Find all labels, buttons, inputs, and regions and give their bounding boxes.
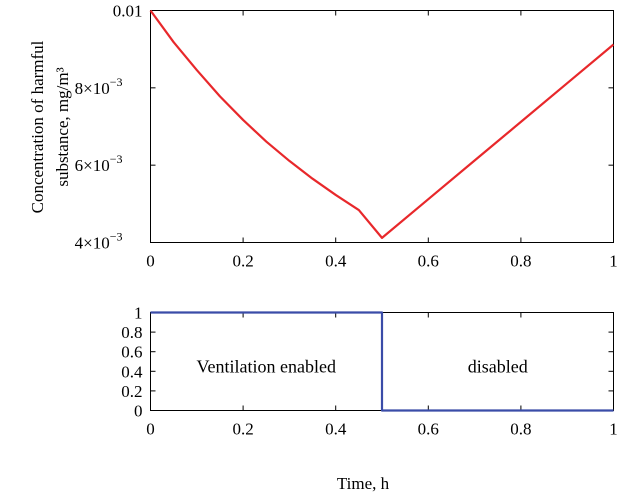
top-plot-frame <box>150 10 614 243</box>
bottom-xtick-label: 1 <box>609 420 618 439</box>
bottom-series <box>150 311 614 412</box>
top-ylabel-line2: substance, mg/m³ <box>53 67 72 186</box>
bottom-plot: 0 0.2 0.4 0.6 0.8 100.20.40.60.81 Ventilation… <box>121 304 618 494</box>
bottom-ytick-label: 0.4 <box>121 362 143 381</box>
bottom-xtick-label: 0.2 <box>232 420 253 439</box>
bottom-xtick-label: 0.6 <box>418 420 439 439</box>
bottom-ticks: 0 0.2 0.4 0.6 0.8 100.20.40.60.81 <box>121 304 618 439</box>
top-xtick-label: 0.8 <box>510 252 531 271</box>
bottom-series-line-0 <box>150 311 614 412</box>
bottom-ytick-label: 1 <box>134 304 143 323</box>
top-xtick-label: 0.4 <box>325 252 347 271</box>
top-xtick-label: 0.6 <box>418 252 439 271</box>
bottom-ytick-label: 0 <box>134 402 143 421</box>
bottom-ytick-label: 0.2 <box>121 382 142 401</box>
bottom-xtick-label: 0.8 <box>510 420 531 439</box>
annotation-disabled: disabled <box>468 356 528 376</box>
bottom-ytick-label: 0.6 <box>121 343 142 362</box>
bottom-ytick-label: 0.8 <box>121 323 142 342</box>
top-plot: 0 0.2 0.4 0.6 0.8 1 4×10−3 6×10−3 8×10−3 0.01 Con… <box>28 2 618 271</box>
top-xtick-label: 1 <box>609 252 618 271</box>
bottom-xtick-label: 0 <box>146 420 155 439</box>
top-xtick-label: 0 <box>146 252 155 271</box>
top-ytick-label: 6×10−3 <box>75 152 123 175</box>
bottom-xtick-label: 0.4 <box>325 420 347 439</box>
bottom-xlabel: Time, h <box>337 474 390 493</box>
top-ticks: 0 0.2 0.4 0.6 0.8 1 4×10−3 6×10−3 8×10−3 0.01 <box>75 2 618 271</box>
top-ylabel-line1: Concentration of harmful <box>28 40 47 213</box>
top-ytick-label: 0.01 <box>113 2 143 21</box>
top-xtick-label: 0.2 <box>232 252 253 271</box>
annotation-ventilation-enabled: Ventilation enabled <box>197 356 336 376</box>
top-ytick-label: 4×10−3 <box>75 230 123 253</box>
top-ytick-label: 8×10−3 <box>75 75 123 98</box>
top-series <box>149 9 615 239</box>
top-series-line-0 <box>149 9 615 239</box>
